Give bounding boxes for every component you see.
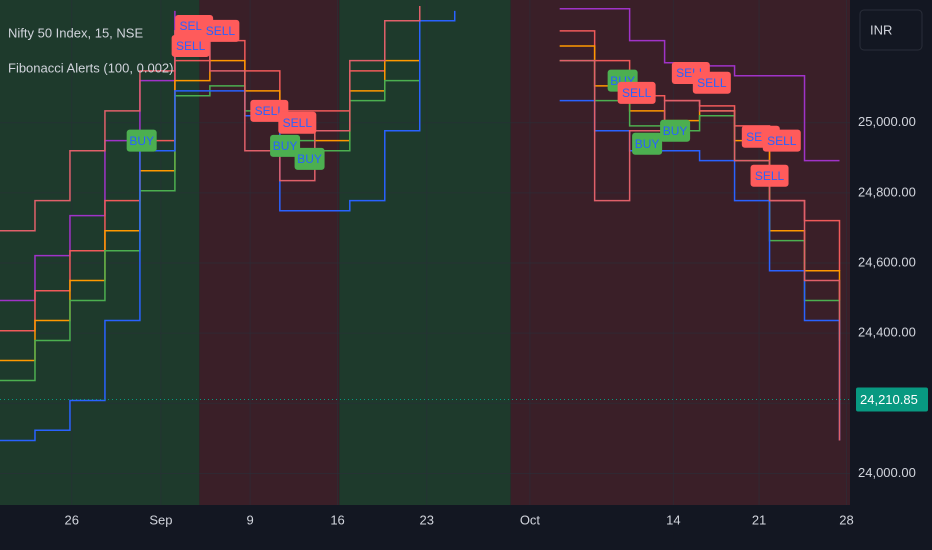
y-tick-label: 24,800.00 <box>858 184 916 199</box>
x-tick-label: 14 <box>666 512 680 527</box>
y-tick-label: 24,000.00 <box>858 465 916 480</box>
series-line <box>0 5 841 441</box>
signal-text: SELL <box>697 76 727 90</box>
signal-label <box>270 134 301 157</box>
signal-text: SELL <box>255 104 285 118</box>
signal-text: SELL <box>767 134 797 148</box>
background-region <box>339 0 511 505</box>
signal-label <box>660 119 691 142</box>
annotations: BUYSELLSELLSELLSELLBUYSELLBUYBUYSELLBUYB… <box>126 14 801 187</box>
signal-label <box>171 34 210 57</box>
signal-text: BUY <box>297 152 322 166</box>
signal-text: BUY <box>663 124 688 138</box>
x-tick-label: Sep <box>149 512 172 527</box>
regions <box>0 0 850 505</box>
background-region <box>0 0 200 505</box>
y-tick-label: 24,400.00 <box>858 325 916 340</box>
signal-text: SELL <box>755 169 785 183</box>
y-tick-label: 25,000.00 <box>858 114 916 129</box>
time-axis <box>0 505 932 550</box>
signal-label <box>762 129 801 152</box>
x-tick-label: 28 <box>839 512 853 527</box>
x-tick-label: 21 <box>752 512 766 527</box>
signal-label <box>126 129 157 152</box>
signal-text: SELL <box>176 39 206 53</box>
indicator-name: Fibonacci Alerts (100, 0.002) <box>8 60 173 75</box>
price-axis <box>850 0 932 550</box>
x-tick-label: 23 <box>420 512 434 527</box>
signal-label <box>750 164 789 187</box>
signal-text: BUY <box>635 137 660 151</box>
signal-label <box>278 111 317 134</box>
last-price-label: 24,210.85 <box>860 392 918 407</box>
x-tick-label: 9 <box>246 512 253 527</box>
signal-label <box>617 81 656 104</box>
signal-label <box>294 147 325 170</box>
signal-text: SELL <box>283 116 313 130</box>
signal-text: BUY <box>129 134 154 148</box>
currency-button[interactable] <box>859 9 923 51</box>
y-tick-label: 24,600.00 <box>858 254 916 269</box>
signal-text: SELL <box>206 24 236 38</box>
signal-label <box>692 71 731 94</box>
last-price-tag <box>856 387 928 412</box>
x-tick-label: 26 <box>64 512 78 527</box>
chart-title: Nifty 50 Index, 15, NSE <box>8 25 143 40</box>
x-tick-label: Oct <box>520 512 541 527</box>
x-tick-label: 16 <box>330 512 344 527</box>
background-region <box>510 0 850 505</box>
signal-text: SELL <box>622 86 652 100</box>
currency-label[interactable]: INR <box>870 22 892 37</box>
signal-label <box>201 19 240 42</box>
signal-text: BUY <box>273 139 298 153</box>
background-region <box>199 0 340 505</box>
grid <box>0 0 850 505</box>
signal-label <box>632 132 663 155</box>
lines <box>0 5 841 442</box>
